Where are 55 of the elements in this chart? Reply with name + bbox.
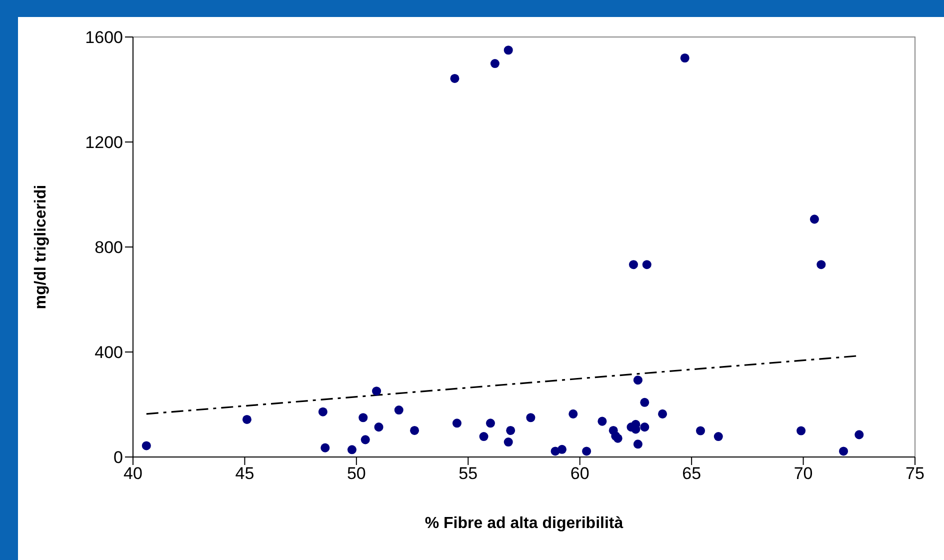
- point: [526, 413, 536, 422]
- point: [479, 432, 488, 442]
- y-axis-title: mg/dl trigliceridi: [32, 184, 50, 310]
- x-tick-label: 55: [458, 464, 478, 484]
- point: [452, 418, 462, 428]
- x-tick-label: 40: [124, 464, 142, 484]
- point: [838, 446, 848, 456]
- point: [640, 398, 650, 407]
- point: [582, 446, 592, 456]
- y-tick-label: 1200: [85, 133, 123, 152]
- y-tick-label: 800: [94, 238, 123, 258]
- point: [242, 414, 252, 424]
- x-axis-title: % Fibre ad alta digeribilità: [424, 515, 624, 532]
- x-tick-label: 65: [682, 464, 702, 484]
- point: [504, 438, 513, 447]
- point: [557, 444, 566, 454]
- point: [486, 418, 495, 428]
- point: [658, 409, 668, 418]
- point: [504, 46, 513, 55]
- point: [347, 445, 356, 454]
- point: [506, 426, 516, 435]
- y-tick-label: 0: [114, 448, 123, 468]
- point: [628, 260, 638, 270]
- point: [640, 422, 650, 432]
- point: [358, 413, 368, 422]
- point: [450, 74, 460, 83]
- point: [394, 406, 404, 415]
- point: [854, 430, 864, 440]
- point: [816, 260, 826, 270]
- y-tick-label: 1600: [85, 28, 123, 48]
- point: [796, 426, 806, 436]
- x-tick-label: 45: [235, 464, 254, 484]
- point: [372, 386, 382, 396]
- point: [810, 214, 819, 224]
- point: [490, 59, 500, 68]
- x-tick-label: 50: [346, 464, 366, 484]
- point: [633, 376, 642, 385]
- point: [714, 432, 723, 442]
- point: [613, 434, 622, 443]
- point: [410, 426, 420, 435]
- point: [374, 422, 384, 432]
- y-tick-label: 400: [94, 343, 123, 362]
- x-tick-label: 70: [794, 464, 813, 484]
- point: [633, 440, 642, 449]
- x-tick-label: 75: [906, 464, 924, 484]
- x-tick-label: 60: [570, 464, 590, 484]
- point: [598, 416, 607, 426]
- point: [320, 443, 330, 452]
- point: [642, 260, 652, 270]
- point: [318, 407, 328, 416]
- point: [680, 53, 690, 63]
- point: [360, 435, 370, 444]
- point: [696, 426, 706, 436]
- point: [568, 409, 578, 418]
- point: [142, 441, 151, 450]
